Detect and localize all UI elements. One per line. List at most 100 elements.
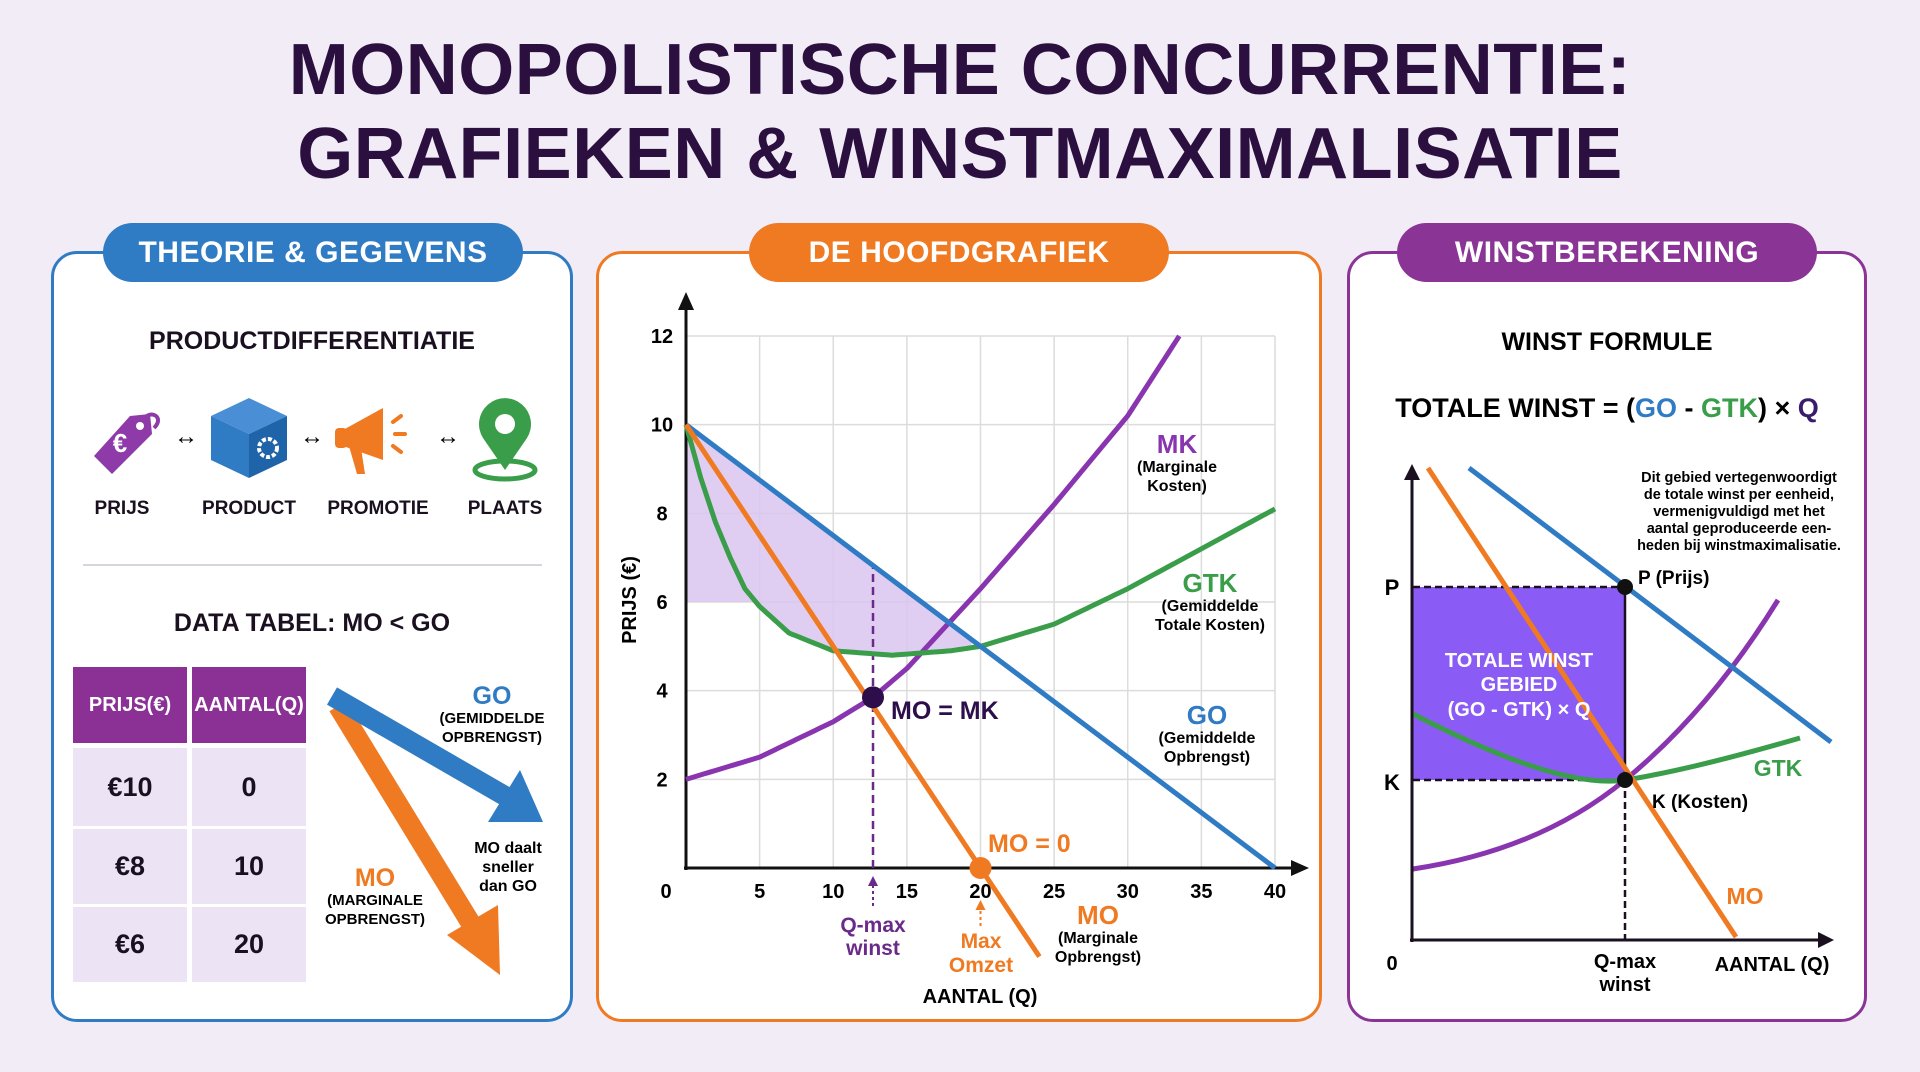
mo-arrow-sub: OPBRENGST)	[325, 911, 425, 928]
go-arrow-sub: (GEMIDDELDE	[440, 710, 545, 727]
profit-formula: TOTALE WINST = (GO - GTK) × Q	[1395, 393, 1819, 423]
mo-line	[1425, 466, 1739, 939]
price-tag-euro-icon: €	[94, 412, 160, 474]
icon-label-promotion: PROMOTIE	[327, 498, 429, 519]
mo-zero-point	[969, 857, 992, 879]
qmax-mini-label: winst	[1598, 974, 1650, 996]
mo-label: MO	[1077, 900, 1119, 930]
max-revenue-pointer-arrow	[975, 900, 986, 910]
go-sub: (Gemiddelde	[1159, 730, 1256, 747]
differentiation-icons: € ↔ ↔ ↔	[94, 398, 538, 482]
max-revenue-label: Max	[961, 930, 1002, 953]
gtk-mini-label: GTK	[1754, 755, 1803, 781]
mo-note: dan GO	[479, 878, 537, 895]
mo-arrow-label: MO	[355, 864, 395, 892]
x-tick-label: 15	[896, 881, 918, 903]
p-axis-label: P	[1385, 575, 1400, 600]
table-cell: 0	[192, 748, 306, 826]
profit-area-text: GEBIED	[1481, 674, 1558, 696]
mo-note: MO daalt	[474, 840, 542, 857]
x-tick-label: 40	[1264, 881, 1286, 903]
max-revenue-label: Omzet	[949, 954, 1013, 977]
box-gear-icon	[211, 398, 287, 478]
location-pin-icon	[472, 398, 538, 482]
svg-text:↔: ↔	[300, 423, 324, 450]
svg-text:↔: ↔	[436, 423, 460, 450]
mo-arrow-sub: (MARGINALE	[327, 892, 423, 909]
x-tick-label: 10	[822, 881, 844, 903]
double-arrow-icon: ↔	[174, 423, 198, 450]
mk-sub: Kosten)	[1147, 478, 1207, 495]
double-arrow-icon: ↔	[300, 423, 324, 450]
x-tick-label: 0	[660, 881, 671, 903]
main-chart: 0 5 10 15 20 25 30 35 40 2 4 6 8 10 12	[651, 292, 1309, 959]
go-arrow	[326, 687, 543, 822]
mk-label: MK	[1157, 429, 1198, 459]
x-tick-label: 5	[754, 881, 765, 903]
price-point-label: P (Prijs)	[1638, 568, 1709, 589]
gtk-sub: Totale Kosten)	[1155, 617, 1265, 634]
gtk-label: GTK	[1183, 568, 1238, 598]
svg-text:↔: ↔	[174, 423, 198, 450]
note-text: Dit gebied vertegenwoordigt	[1641, 470, 1837, 486]
svg-text:€: €	[113, 428, 127, 458]
y-axis-label: PRIJS (€)	[619, 556, 641, 644]
y-tick-label: 10	[651, 415, 673, 437]
section-title-data-table: DATA TABEL: MO < GO	[173, 609, 451, 637]
icon-label-product: PRODUCT	[202, 498, 296, 519]
note-text: de totale winst per eenheid,	[1644, 487, 1834, 503]
icon-label-price: PRIJS	[94, 498, 150, 519]
table-cell: €8	[73, 829, 187, 904]
x-axis-label: AANTAL (Q)	[923, 986, 1038, 1008]
mk-curve	[685, 334, 1182, 782]
qmax-mini-label: Q-max	[1594, 951, 1656, 973]
k-axis-label: K	[1384, 770, 1400, 795]
price-point	[1617, 579, 1633, 595]
mo-equals-mk-point	[862, 686, 885, 709]
go-sub: Opbrengst)	[1164, 749, 1250, 766]
profit-area-text: TOTALE WINST	[1445, 650, 1593, 672]
x-tick-label: 35	[1190, 881, 1212, 903]
y-tick-label: 8	[656, 503, 667, 525]
note-text: aantal geproduceerde een-	[1647, 521, 1832, 537]
profit-area	[1413, 587, 1625, 780]
mo-equals-mk-label: MO = MK	[891, 697, 999, 725]
x-tick-label: 25	[1043, 881, 1065, 903]
profit-header: WINSTBEREKENING	[1397, 223, 1817, 282]
y-tick-label: 6	[656, 592, 667, 614]
profit-area-text: (GO - GTK) × Q	[1448, 699, 1591, 721]
gtk-sub: (Gemiddelde	[1162, 598, 1259, 615]
mo-mini-label: MO	[1726, 883, 1763, 909]
section-title-differentiation: PRODUCTDIFFERENTIATIE	[149, 327, 475, 355]
qmax-label: Q-max	[840, 914, 906, 937]
section-title-formula: WINST FORMULE	[1501, 328, 1712, 356]
go-curve	[684, 422, 1277, 870]
x-tick-label: 20	[969, 881, 991, 903]
divider	[83, 564, 542, 566]
cost-point-label: K (Kosten)	[1652, 792, 1748, 813]
origin-label: 0	[1386, 953, 1397, 975]
mo-sub: Opbrengst)	[1055, 949, 1141, 966]
qmax-label: winst	[845, 937, 900, 960]
go-label: GO	[1187, 700, 1227, 730]
profit-shaded-area	[686, 424, 972, 656]
profit-diagram: TOTALE WINST GEBIED (GO - GTK) × Q P K 0…	[1384, 464, 1841, 996]
table-cell: €10	[73, 748, 187, 826]
table-header-price: PRIJS (€)	[73, 667, 187, 743]
qmax-pointer-arrow	[868, 876, 879, 886]
y-tick-label: 12	[651, 326, 673, 348]
mo-sub: (Marginale	[1058, 930, 1138, 947]
y-axis-arrow	[678, 292, 694, 310]
x-axis-arrow	[1291, 860, 1309, 876]
megaphone-icon	[335, 408, 407, 474]
y-tick-label: 2	[656, 769, 667, 791]
mk-sub: (Marginale	[1137, 459, 1217, 476]
mo-arrow	[329, 700, 500, 975]
double-arrow-icon: ↔	[436, 423, 460, 450]
table-header-quantity: AANTAL (Q)	[192, 667, 306, 743]
go-line	[1467, 466, 1833, 744]
table-cell: 10	[192, 829, 306, 904]
note-text: vermenigvuldigd met het	[1653, 504, 1825, 520]
cost-point	[1617, 772, 1633, 788]
